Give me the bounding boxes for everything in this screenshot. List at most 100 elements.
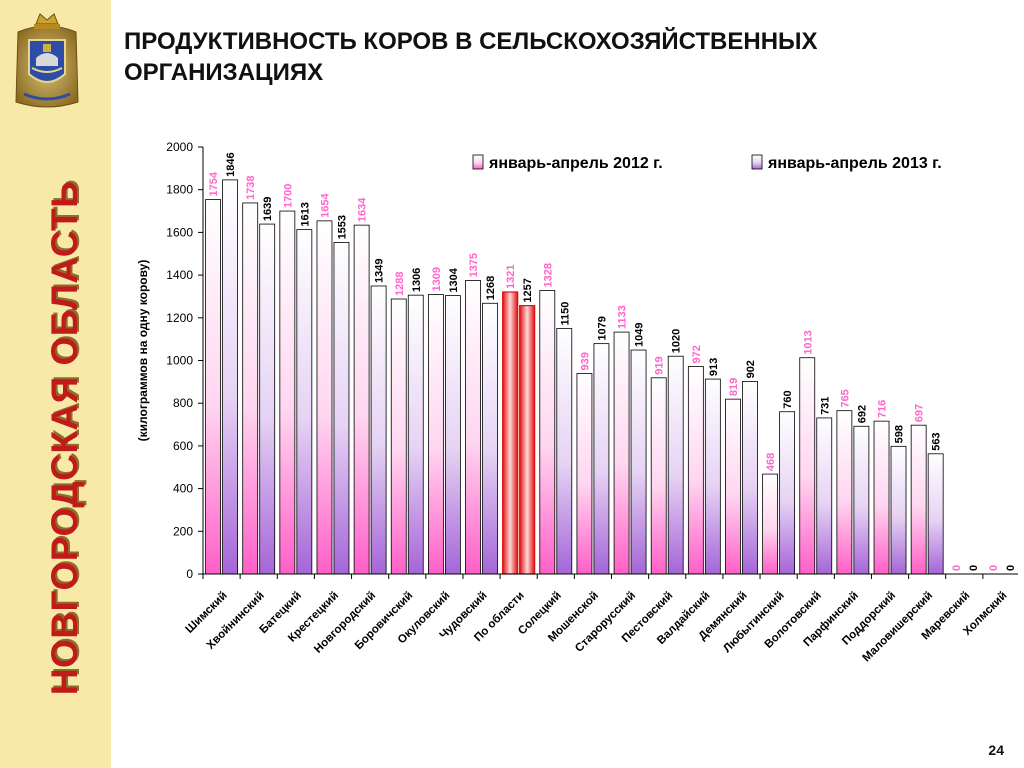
data-label-2012: 0 [951,565,963,571]
bar-2012 [910,424,927,575]
data-label-2012: 697 [914,404,926,422]
bar-2013 [222,179,238,575]
y-tick-label: 800 [173,396,193,410]
data-label-2013: 563 [931,432,943,450]
bar-2013 [816,417,833,575]
bar-2013 [444,295,461,575]
data-label-2013: 692 [856,405,868,423]
bar-2013 [259,223,276,575]
data-label-2013: 598 [894,425,906,443]
data-label-2012: 1375 [468,253,480,277]
y-tick-label: 1200 [166,311,193,325]
bar-2012 [762,473,779,575]
bar-2012 [242,202,259,575]
bar-2013 [296,229,313,575]
data-label-2013: 1304 [448,267,460,292]
bar-2013 [556,328,573,575]
data-label-2012: 468 [765,453,777,471]
category-label: Маловишерский [861,590,936,665]
bar-2012 [539,290,556,575]
y-tick-label: 1000 [166,354,193,368]
data-label-2013: 1613 [299,202,311,226]
data-label-2012: 1288 [394,272,406,296]
bar-chart: 0 200 400 600 800 1000 1200 1400 1600 1800 2000 (ки… [136,140,1018,665]
data-label-2012: 716 [877,400,889,418]
bar-2012 [390,298,407,575]
y-tick-label: 600 [173,439,193,453]
data-label-2013: 1257 [522,278,534,302]
bar-2012 [205,199,221,575]
bars [205,179,944,575]
data-label-2012: 1328 [542,263,554,287]
data-label-2012: 1738 [245,175,257,199]
bar-2012 [799,357,816,575]
bar-2012 [279,210,296,575]
data-label-2012: 1700 [282,184,294,208]
y-tick-label: 2000 [166,140,193,154]
page-title: ПРОДУКТИВНОСТЬ КОРОВ В СЕЛЬСКОХОЗЯЙСТВЕН… [124,28,818,86]
data-label-2013: 0 [1005,565,1017,571]
y-tick-label: 1600 [166,225,193,239]
legend-swatch-2012 [472,154,484,170]
data-label-2013: 731 [819,397,831,415]
bar-2013 [667,355,684,575]
data-label-2013: 1846 [225,152,237,176]
bar-2013 [704,378,721,575]
bar-2012 [316,220,333,575]
data-label-2012: 1133 [617,305,629,329]
bar-2012 [687,366,704,575]
page-number: 24 [988,742,1004,758]
bar-2012 [465,280,481,575]
y-tick-label: 1800 [166,183,193,197]
data-label-2013: 913 [708,358,720,376]
data-label-2012: 0 [988,565,1000,571]
bar-2013 [370,285,387,575]
y-tick-label: 0 [186,567,193,581]
legend-swatch-2013 [751,154,763,170]
bar-2012 [873,420,890,575]
bar-2013 [407,294,424,575]
data-label-2012: 1654 [319,193,331,218]
bar-2012 [650,377,667,575]
bar-2012 [836,410,853,575]
bar-2012 [613,331,630,575]
legend-label-2012: январь-апрель 2012 г. [488,155,663,172]
data-label-2012: 1321 [505,264,517,288]
y-tick-label: 1400 [166,268,193,282]
y-tick-label: 400 [173,482,193,496]
bar-2012 [353,224,370,575]
data-label-2013: 1639 [262,197,274,221]
data-label-2012: 1634 [357,197,369,222]
data-label-2012: 1309 [431,267,443,291]
y-axis-label: (килограммов на одну корову) [136,260,150,442]
bar-2013 [890,445,907,575]
bar-2013 [333,242,350,575]
data-label-2013: 1553 [336,215,348,239]
bar-2013 [779,411,796,575]
region-name: НОВГОРОДСКАЯ ОБЛАСТЬ [44,180,85,696]
data-label-2013: 1306 [411,268,423,292]
bar-2013 [927,453,944,575]
data-label-2012: 939 [579,352,591,370]
axes [198,146,1018,579]
data-label-2013: 1079 [596,316,608,340]
data-label-2012: 919 [654,356,666,374]
data-label-2012: 765 [839,389,851,407]
bar-2013 [853,425,870,575]
data-label-2013: 902 [745,360,757,378]
data-label-2013: 760 [782,390,794,408]
bar-2012 [427,294,444,575]
bar-2012 [725,398,741,575]
bar-2013 [630,349,647,575]
bar-2013 [519,305,536,575]
y-tick-label: 200 [173,524,193,538]
data-label-2013: 1049 [634,323,646,347]
data-label-2012: 972 [691,345,703,363]
data-label-2013: 1150 [559,302,571,326]
data-label-2012: 1754 [208,171,220,196]
sidebar: НОВГОРОДСКАЯ ОБЛАСТЬ [0,0,111,768]
bar-2012 [502,291,519,575]
bar-2013 [742,381,758,575]
data-label-2013: 1349 [374,259,386,283]
legend: январь-апрель 2012 г. январь-апрель 2013 … [472,154,942,172]
